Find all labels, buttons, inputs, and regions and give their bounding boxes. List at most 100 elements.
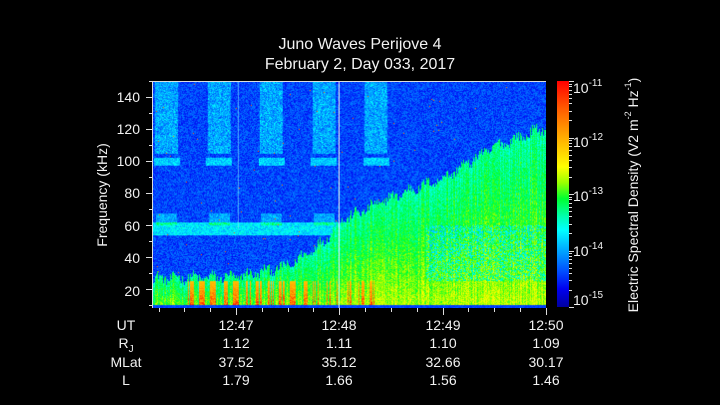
x-tick [159,308,160,312]
colorbar-tick [569,216,572,217]
spectrogram-canvas [153,82,546,308]
y-tick [149,81,152,82]
colorbar-tick [569,268,572,269]
y-tick [149,241,152,242]
l-value: 1.56 [429,372,457,388]
mlat-value: 35.12 [321,354,357,370]
y-tick-label: 140 [116,89,140,105]
row-label-l: L [122,372,130,388]
y-tick-label: 60 [124,218,140,234]
ut-value: 12:50 [528,317,564,333]
colorbar-label: 10-14 [573,241,604,259]
chart-title: Juno Waves Perijove 4 [278,36,442,53]
y-tick [146,129,152,130]
rj-value: 1.10 [429,335,457,351]
colorbar-tick [569,94,572,95]
colorbar-tick [569,253,572,254]
y-tick [146,161,152,162]
colorbar-tick [569,143,572,144]
x-tick [520,308,521,312]
x-tick [443,308,444,315]
x-tick [184,308,185,312]
colorbar-tick [569,203,572,204]
colorbar-tick [569,263,572,264]
y-tick-label: 100 [116,153,140,169]
colorbar-tick [569,199,572,200]
colorbar-tick [569,81,574,82]
y-tick [149,177,152,178]
colorbar-tick [569,307,574,308]
spectrogram-plot [152,81,546,308]
ut-value: 12:49 [425,317,461,333]
y-tick-label: 120 [116,121,140,137]
colorbar-tick [569,150,572,151]
x-tick [313,308,314,312]
colorbar-tick [569,280,572,281]
colorbar-tick [569,98,572,99]
x-tick [468,308,469,312]
colorbar [557,81,569,307]
colorbar-tick [569,90,572,91]
x-tick [210,308,211,312]
colorbar-tick [569,273,572,274]
rj-value: 1.11 [325,335,353,351]
colorbar-tick [569,290,572,291]
colorbar-tick [569,103,572,104]
y-tick [149,209,152,210]
x-tick [288,308,289,312]
row-label-ut: UT [116,317,136,333]
y-tick [149,305,152,306]
l-value: 1.66 [325,372,353,388]
colorbar-label: 10-11 [573,78,603,96]
mlat-value: 32.66 [425,354,461,370]
colorbar-tick [569,155,572,156]
mlat-value: 37.52 [218,354,254,370]
rj-value: 1.09 [532,335,560,351]
chart-subtitle: February 2, Day 033, 2017 [264,56,456,73]
l-value: 1.79 [222,372,250,388]
colorbar-tick [569,120,572,121]
colorbar-tick [569,256,572,257]
x-tick [494,308,495,312]
x-tick [236,308,237,315]
y-tick [149,273,152,274]
colorbar-tick [569,259,572,260]
ut-value: 12:47 [218,317,254,333]
row-label-mlat: MLat [110,354,142,370]
colorbar-tick [569,197,572,198]
y-tick [149,113,152,114]
x-tick [339,308,340,315]
colorbar-tick [569,211,572,212]
mlat-value: 30.17 [528,354,564,370]
y-tick [149,145,152,146]
x-tick [262,308,263,312]
colorbar-tick [569,146,572,147]
colorbar-tick [569,177,572,178]
colorbar-title: Electric Spectral Density (V2 m-2 Hz-1) [623,77,641,313]
y-tick-label: 40 [124,250,140,266]
y-tick [146,257,152,258]
l-value: 1.46 [532,372,560,388]
ut-value: 12:48 [321,317,357,333]
colorbar-tick [569,224,572,225]
colorbar-tick [569,111,572,112]
x-tick [365,308,366,312]
y-tick-label: 20 [124,283,140,299]
y-tick [146,225,152,226]
colorbar-label: 10-15 [573,290,604,308]
colorbar-tick [569,86,572,87]
row-label-rj: RJ [118,335,134,355]
colorbar-tick [569,167,572,168]
y-tick [146,97,152,98]
y-tick [146,289,152,290]
y-tick [146,193,152,194]
x-tick [546,308,547,315]
x-tick [391,308,392,312]
rj-value: 1.12 [222,335,250,351]
y-tick-label: 80 [124,185,140,201]
colorbar-tick [569,138,574,139]
colorbar-tick [569,194,574,195]
x-tick [417,308,418,312]
colorbar-tick [569,160,572,161]
colorbar-tick [569,207,572,208]
